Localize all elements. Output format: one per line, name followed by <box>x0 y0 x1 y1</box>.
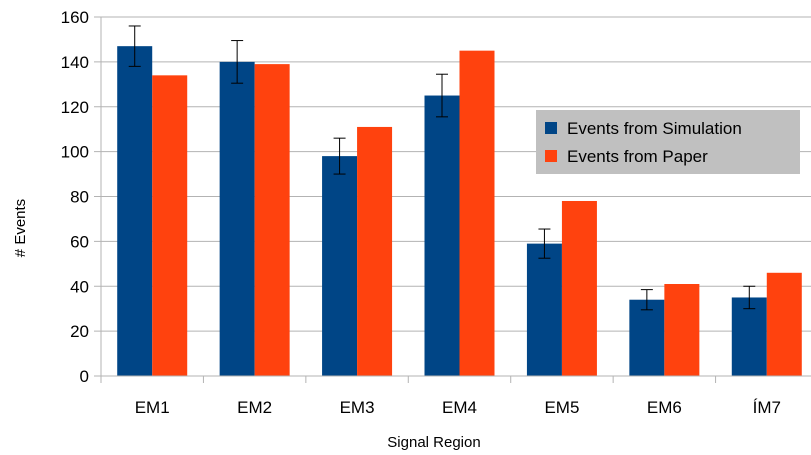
bar <box>219 61 255 376</box>
axes <box>94 16 811 383</box>
legend-swatch-simulation <box>545 122 557 134</box>
y-tick-label: 0 <box>80 367 89 386</box>
bar <box>152 75 188 377</box>
y-tick-label: 160 <box>61 8 89 27</box>
x-tick-labels: EM1 EM2 EM3 EM4 EM5 EM6 ÍM7 <box>135 398 781 417</box>
y-tick-labels: 0 20 40 60 80 100 120 140 160 <box>61 8 89 386</box>
x-tick-label: EM1 <box>135 398 170 417</box>
error-bars <box>128 25 756 311</box>
bar <box>664 284 700 376</box>
bar <box>322 156 358 376</box>
bar <box>459 50 495 376</box>
y-tick-label: 140 <box>61 53 89 72</box>
y-tick-label: 40 <box>70 277 89 296</box>
y-axis-title: # Events <box>12 199 29 257</box>
legend-box <box>536 110 800 174</box>
x-tick-label: EM4 <box>442 398 477 417</box>
bar <box>254 64 290 377</box>
x-tick-label: EM6 <box>647 398 682 417</box>
x-tick-label: EM3 <box>340 398 375 417</box>
bar <box>526 243 562 376</box>
legend-swatch-paper <box>545 150 557 162</box>
x-axis-title: Signal Region <box>387 434 480 451</box>
bars <box>117 46 802 377</box>
bar <box>424 95 460 376</box>
bar <box>357 126 393 376</box>
x-tick-label: EM2 <box>237 398 272 417</box>
x-tick-label: EM5 <box>544 398 579 417</box>
y-tick-label: 100 <box>61 143 89 162</box>
x-tick-label: ÍM7 <box>753 398 781 417</box>
legend: Events from Simulation Events from Paper <box>536 110 800 174</box>
y-tick-label: 80 <box>70 188 89 207</box>
bar <box>561 200 597 376</box>
bar <box>731 297 767 376</box>
bar <box>629 299 665 376</box>
y-tick-label: 120 <box>61 98 89 117</box>
legend-label-paper: Events from Paper <box>567 147 708 166</box>
y-tick-label: 20 <box>70 322 89 341</box>
bar <box>117 46 153 376</box>
y-tick-label: 60 <box>70 232 89 251</box>
legend-label-simulation: Events from Simulation <box>567 119 742 138</box>
bar <box>766 272 802 376</box>
